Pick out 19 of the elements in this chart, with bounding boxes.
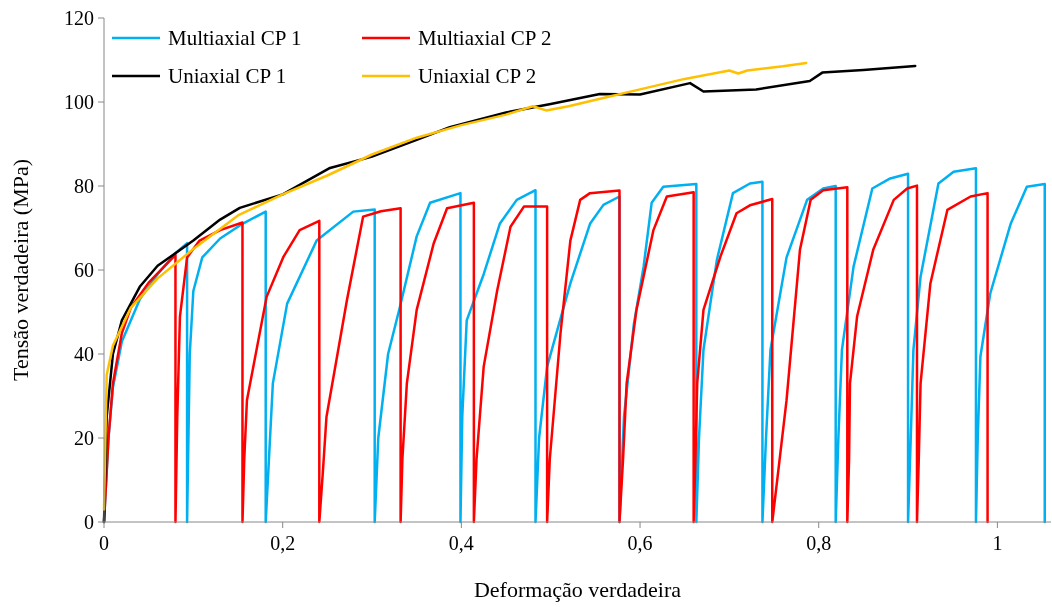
y-tick-label: 40 <box>74 343 94 365</box>
x-tick-label: 1 <box>992 532 1003 554</box>
x-tick-label: 0 <box>99 532 109 554</box>
legend-label: Uniaxial CP 2 <box>418 64 537 88</box>
y-tick-label: 120 <box>64 7 94 29</box>
y-tick-label: 60 <box>74 259 94 281</box>
legend-label: Multiaxial CP 1 <box>168 26 302 50</box>
y-tick-label: 20 <box>74 427 94 449</box>
y-tick-label: 100 <box>64 91 94 113</box>
x-tick-label: 0,6 <box>627 532 653 554</box>
x-tick-label: 0,8 <box>806 532 832 554</box>
x-axis-title: Deformação verdadeira <box>473 577 682 602</box>
x-tick-label: 0,4 <box>448 532 474 554</box>
y-tick-label: 0 <box>84 511 94 533</box>
y-tick-label: 80 <box>74 175 94 197</box>
x-tick-label: 0,2 <box>270 532 296 554</box>
y-axis-title: Tensão verdadeira (MPa) <box>8 158 33 382</box>
legend-label: Multiaxial CP 2 <box>418 26 552 50</box>
legend-label: Uniaxial CP 1 <box>168 64 287 88</box>
